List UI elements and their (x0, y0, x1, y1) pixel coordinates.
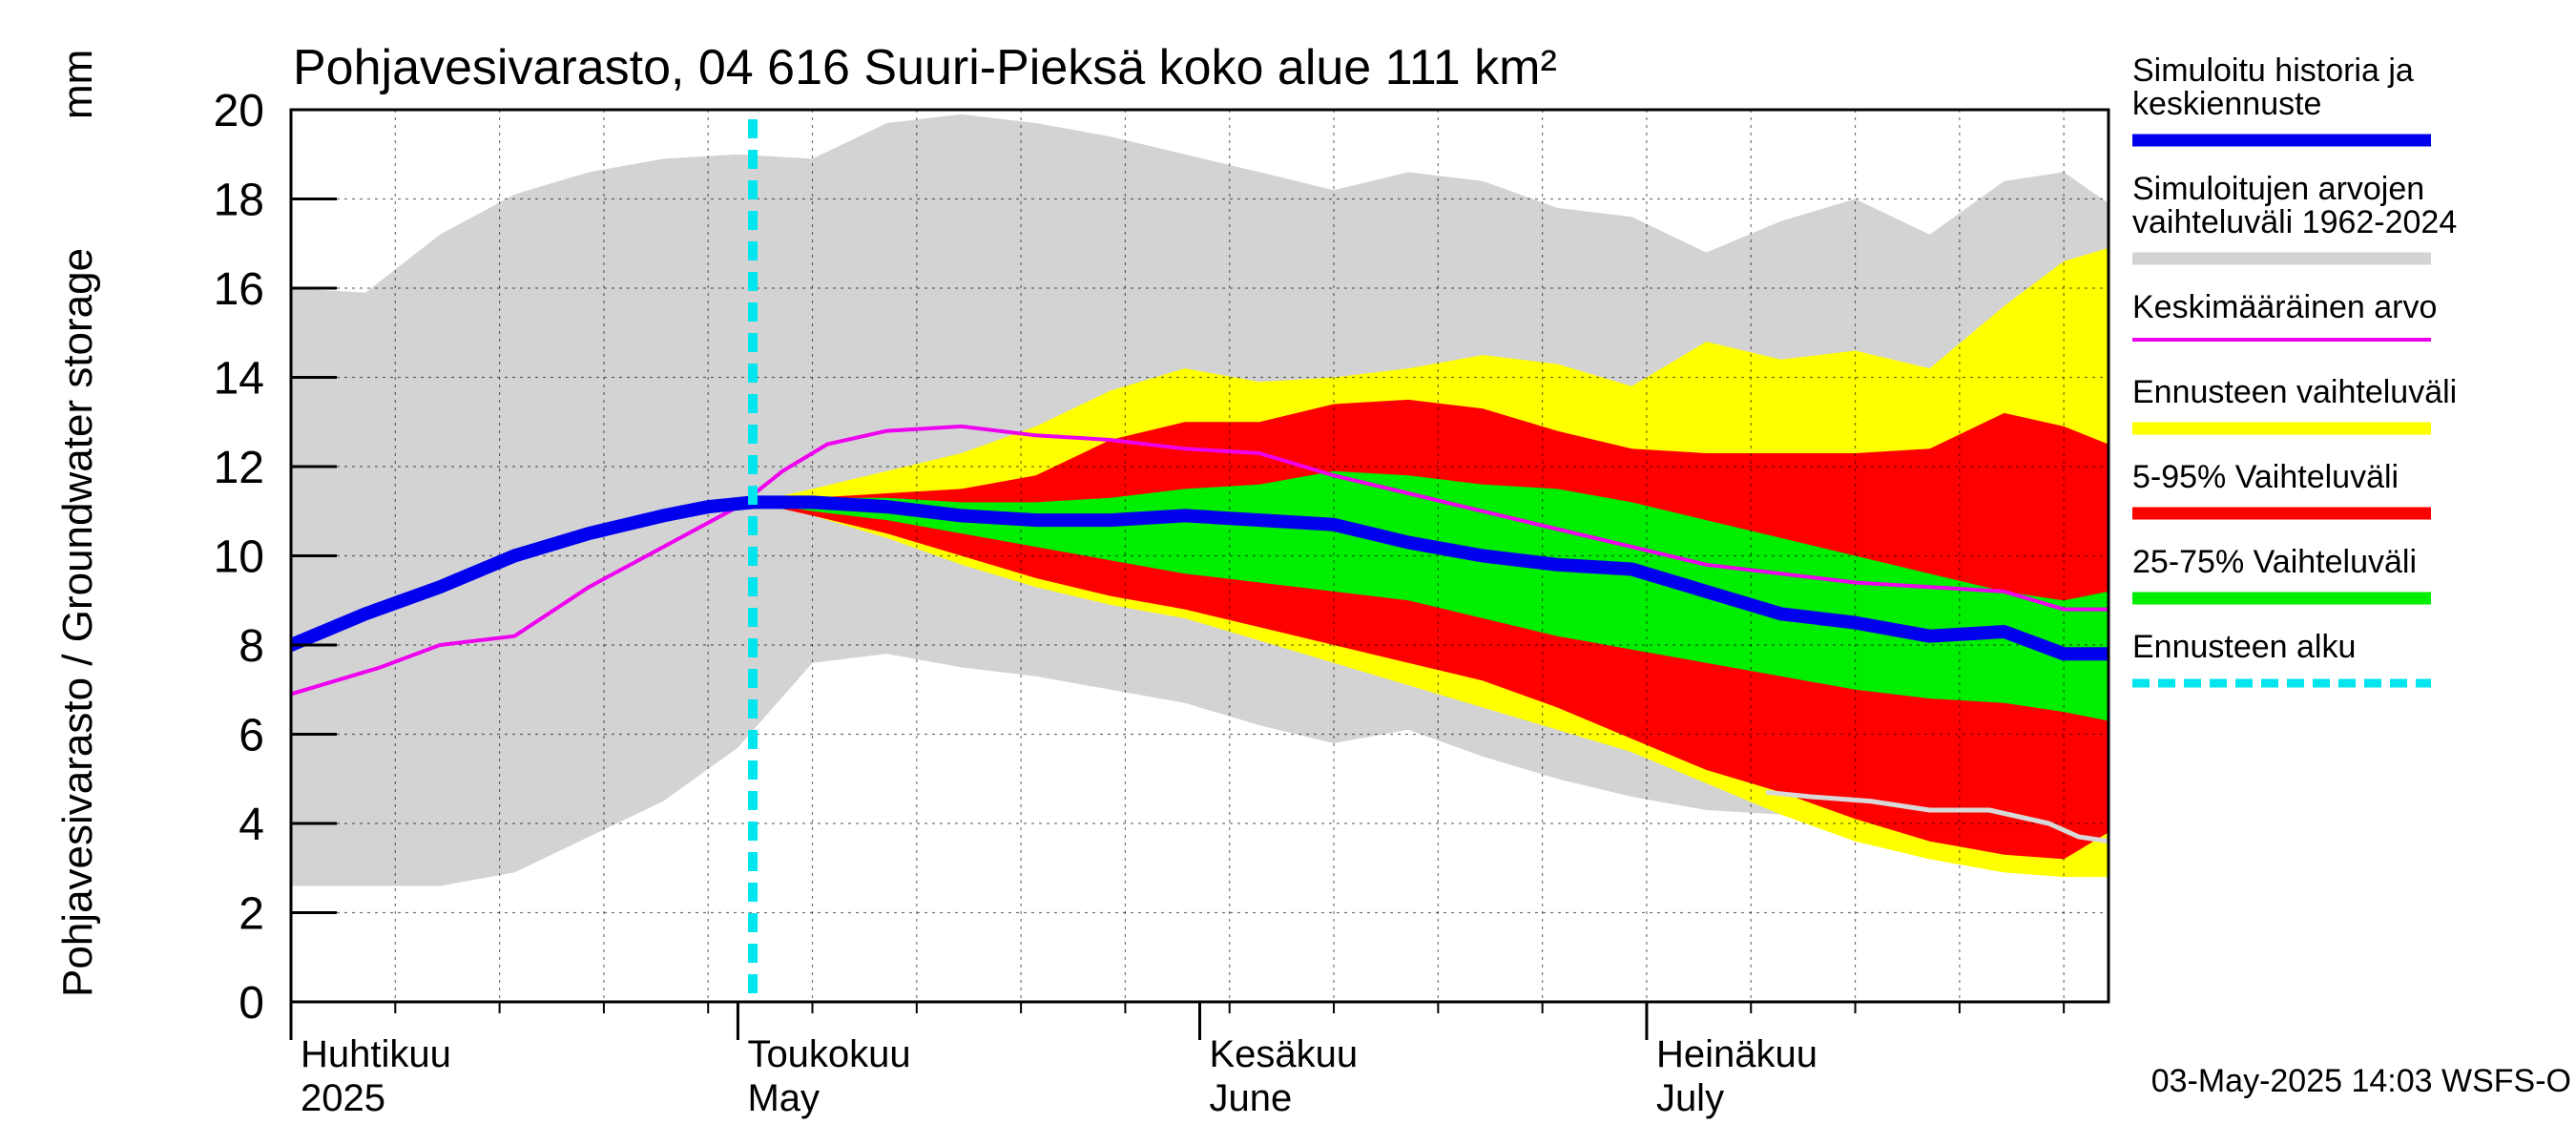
legend-label: Simuloitujen arvojen (2132, 171, 2424, 207)
y-tick-label: 4 (239, 800, 264, 850)
month-label: Huhtikuu (301, 1033, 451, 1075)
month-label: Heinäkuu (1656, 1033, 1818, 1075)
mean-line-late (1765, 789, 2109, 844)
y-tick-label: 0 (239, 978, 264, 1029)
y-axis-label: Pohjavesivarasto / Groundwater storage (54, 248, 101, 997)
month-label: Toukokuu (747, 1033, 910, 1075)
month-label-en: 2025 (301, 1077, 385, 1119)
month-label-en: July (1656, 1077, 1724, 1119)
legend-label-line2: vaihteluväli 1962-2024 (2132, 204, 2457, 240)
y-axis-unit: mm (54, 50, 101, 119)
legend-label-line2: keskiennuste (2132, 86, 2321, 122)
legend-label: Simuloitu historia ja (2132, 52, 2414, 89)
median-line (291, 495, 2109, 661)
month-label-en: June (1210, 1077, 1293, 1119)
footer-timestamp: 03-May-2025 14:03 WSFS-O (2151, 1063, 2571, 1099)
legend-label: 25-75% Vaihteluväli (2132, 544, 2417, 580)
legend-label: Ennusteen alku (2132, 629, 2356, 665)
y-tick-label: 18 (214, 176, 264, 226)
y-tick-label: 2 (239, 889, 264, 940)
y-tick-label: 8 (239, 621, 264, 672)
mean-line (291, 424, 2109, 697)
month-label: Kesäkuu (1210, 1033, 1359, 1075)
y-tick-label: 20 (214, 86, 264, 136)
legend-label: 5-95% Vaihteluväli (2132, 459, 2399, 495)
y-tick-label: 6 (239, 711, 264, 761)
y-tick-label: 14 (214, 354, 264, 405)
y-tick-label: 16 (214, 264, 264, 315)
legend-label: Keskimääräinen arvo (2132, 289, 2437, 325)
chart-title: Pohjavesivarasto, 04 616 Suuri-Pieksä ko… (293, 40, 1557, 95)
legend-label: Ennusteen vaihteluväli (2132, 374, 2457, 410)
band-p25_75 (753, 470, 2109, 721)
month-label-en: May (747, 1077, 820, 1119)
y-tick-label: 10 (214, 532, 264, 583)
y-tick-label: 12 (214, 443, 264, 493)
